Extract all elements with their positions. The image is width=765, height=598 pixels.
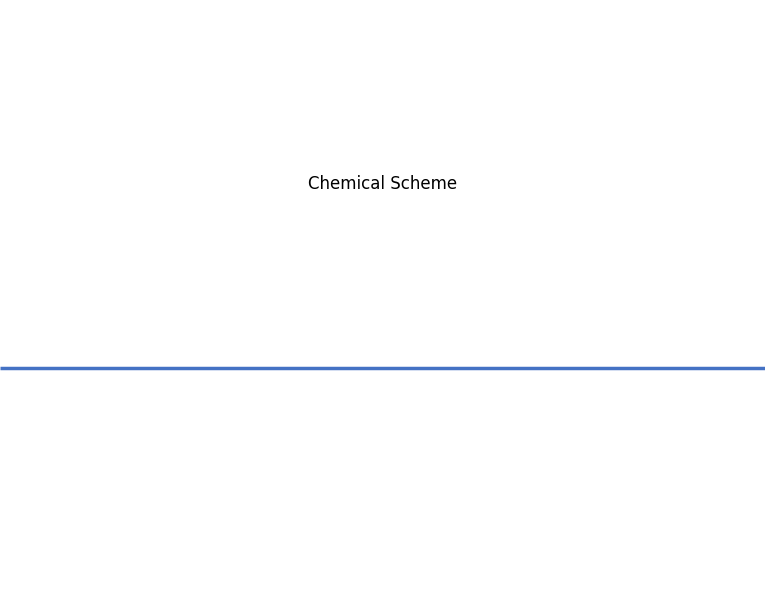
Text: Chemical Scheme: Chemical Scheme [308,175,457,193]
